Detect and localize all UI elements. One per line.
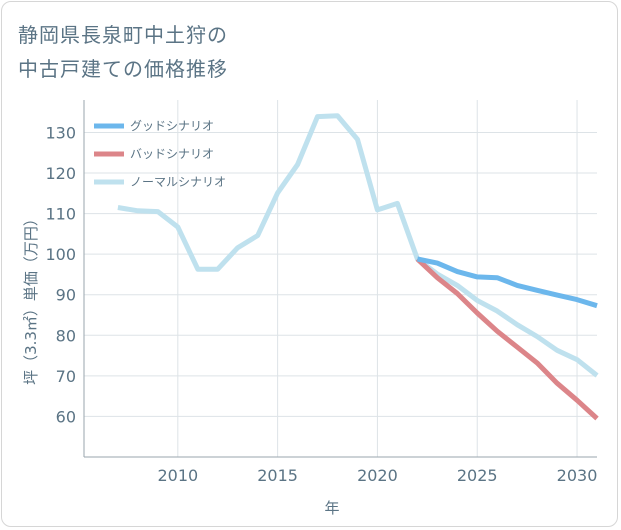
- legend-label-0: グッドシナリオ: [130, 119, 214, 133]
- x-tick-label: 2010: [157, 466, 198, 485]
- legend-label-1: バッドシナリオ: [130, 147, 214, 161]
- y-tick-label: 130: [45, 123, 76, 142]
- chart-title: 静岡県長泉町中土狩の 中古戸建ての価格推移: [18, 18, 578, 86]
- chart-title-line2: 中古戸建ての価格推移: [18, 57, 228, 81]
- y-axis-label: 坪（3.3㎡）単価（万円）: [22, 211, 40, 385]
- legend-label-2: ノーマルシナリオ: [130, 175, 226, 189]
- y-tick-label: 60: [56, 407, 76, 426]
- series-lines: [117, 113, 599, 421]
- y-tick-label: 90: [56, 286, 76, 305]
- y-tick-label: 120: [45, 164, 76, 183]
- x-axis-label: 年: [324, 499, 339, 517]
- series-line-1: [415, 257, 599, 421]
- x-tick-label: 2020: [357, 466, 398, 485]
- chart-title-line1: 静岡県長泉町中土狩の: [18, 23, 228, 47]
- series-line-0: [416, 256, 598, 309]
- y-tick-label: 80: [56, 326, 76, 345]
- x-tick-label: 2025: [457, 466, 498, 485]
- y-axis-ticks: 60 70 80 90 100 110 120 130: [45, 123, 76, 426]
- plot-area: [83, 100, 597, 458]
- x-tick-label: 2030: [557, 466, 598, 485]
- y-tick-label: 70: [56, 367, 76, 386]
- series-line-2: [117, 113, 599, 378]
- y-tick-label: 100: [45, 245, 76, 264]
- x-axis-ticks: 2010 2015 2020 2025 2030: [157, 466, 597, 485]
- x-tick-label: 2015: [257, 466, 298, 485]
- y-tick-label: 110: [45, 205, 76, 224]
